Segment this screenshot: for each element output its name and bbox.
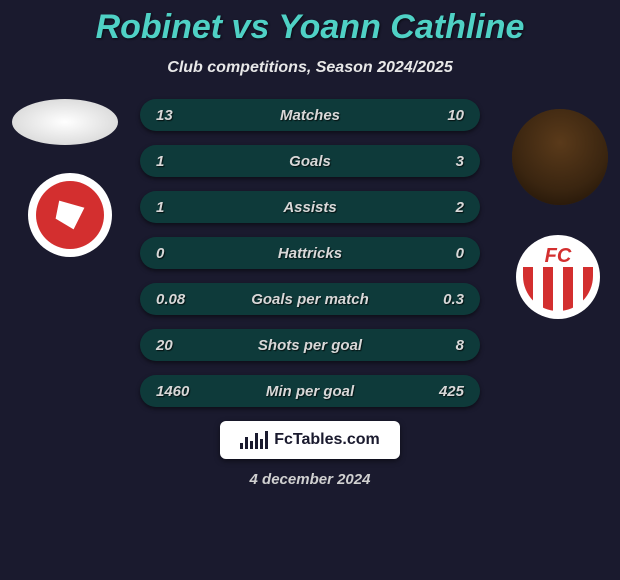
stat-left-value: 1 (156, 153, 216, 170)
stat-label: Shots per goal (216, 337, 404, 354)
club-logo-left (28, 173, 112, 257)
stat-label: Hattricks (216, 245, 404, 262)
stat-row: 0.08Goals per match0.3 (140, 283, 480, 315)
stat-left-value: 0 (156, 245, 216, 262)
stat-right-value: 0 (404, 245, 464, 262)
stat-row: 1460Min per goal425 (140, 375, 480, 407)
bar-icon (265, 431, 268, 449)
almere-city-icon (36, 181, 104, 249)
bar-icon (255, 433, 258, 449)
stat-right-value: 8 (404, 337, 464, 354)
utrecht-stripes-icon (523, 267, 593, 311)
stat-right-value: 3 (404, 153, 464, 170)
comparison-card: Robinet vs Yoann Cathline Club competiti… (0, 0, 620, 580)
stat-row: 1Goals3 (140, 145, 480, 177)
stat-row: 0Hattricks0 (140, 237, 480, 269)
club-logo-right: FC (516, 235, 600, 319)
stat-label: Assists (216, 199, 404, 216)
stat-label: Goals (216, 153, 404, 170)
stat-row: 1Assists2 (140, 191, 480, 223)
stat-left-value: 1460 (156, 383, 216, 400)
stat-label: Goals per match (216, 291, 404, 308)
bar-icon (240, 443, 243, 449)
fc-utrecht-icon: FC (545, 245, 572, 268)
stat-left-value: 20 (156, 337, 216, 354)
stat-left-value: 1 (156, 199, 216, 216)
stat-right-value: 10 (404, 107, 464, 124)
stats-area: FC 13Matches101Goals31Assists20Hattricks… (0, 99, 620, 407)
date-label: 4 december 2024 (0, 471, 620, 488)
player-photo-right (512, 109, 608, 205)
bar-chart-icon (240, 431, 268, 449)
stat-right-value: 425 (404, 383, 464, 400)
stat-left-value: 0.08 (156, 291, 216, 308)
brand-logo[interactable]: FcTables.com (220, 421, 400, 459)
stat-row: 20Shots per goal8 (140, 329, 480, 361)
bar-icon (245, 437, 248, 449)
stat-right-value: 0.3 (404, 291, 464, 308)
face-placeholder-icon (512, 109, 608, 205)
subtitle: Club competitions, Season 2024/2025 (0, 59, 620, 77)
stat-label: Matches (216, 107, 404, 124)
bar-icon (260, 439, 263, 449)
stat-right-value: 2 (404, 199, 464, 216)
player-photo-left (12, 99, 118, 145)
stat-row: 13Matches10 (140, 99, 480, 131)
bar-icon (250, 441, 253, 449)
page-title: Robinet vs Yoann Cathline (0, 8, 620, 47)
stat-label: Min per goal (216, 383, 404, 400)
brand-text: FcTables.com (274, 431, 380, 449)
stat-left-value: 13 (156, 107, 216, 124)
